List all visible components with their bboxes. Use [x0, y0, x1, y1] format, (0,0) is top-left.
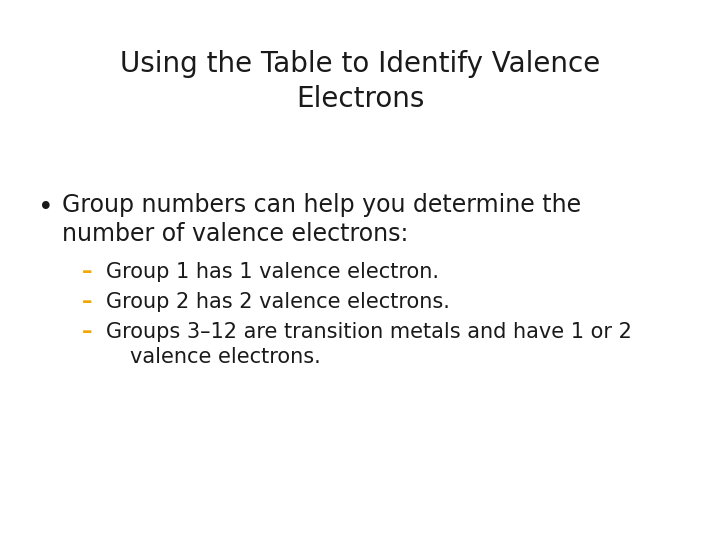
Text: Group 1 has 1 valence electron.: Group 1 has 1 valence electron. [106, 262, 439, 282]
Text: –: – [82, 262, 92, 282]
Text: Groups 3–12 are transition metals and have 1 or 2: Groups 3–12 are transition metals and ha… [106, 322, 632, 342]
Text: number of valence electrons:: number of valence electrons: [62, 222, 408, 246]
Text: –: – [82, 322, 92, 342]
Text: Group 2 has 2 valence electrons.: Group 2 has 2 valence electrons. [106, 292, 450, 312]
Text: –: – [82, 292, 92, 312]
Text: Group numbers can help you determine the: Group numbers can help you determine the [62, 193, 581, 217]
Text: •: • [38, 195, 53, 221]
Text: valence electrons.: valence electrons. [130, 347, 320, 367]
Text: Electrons: Electrons [296, 85, 424, 113]
Text: Using the Table to Identify Valence: Using the Table to Identify Valence [120, 50, 600, 78]
